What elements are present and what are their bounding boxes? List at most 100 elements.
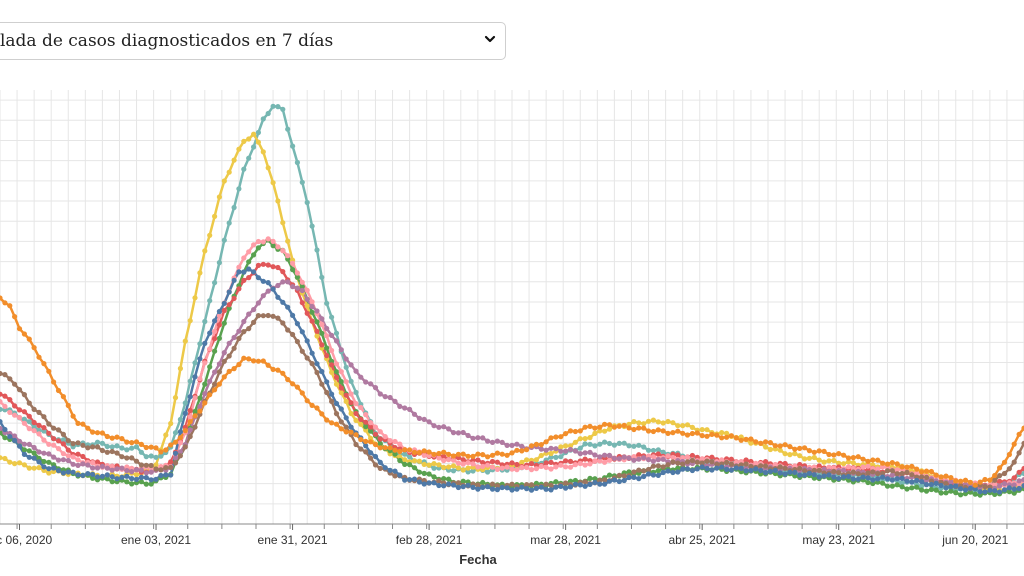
data-point[interactable] [46, 466, 52, 472]
data-point[interactable] [31, 444, 37, 451]
data-point[interactable] [124, 468, 130, 474]
data-point[interactable] [953, 483, 959, 489]
data-point[interactable] [709, 467, 715, 473]
data-point[interactable] [524, 447, 530, 453]
data-point[interactable] [372, 385, 379, 391]
data-point[interactable] [582, 483, 588, 489]
data-point[interactable] [202, 318, 208, 325]
data-point[interactable] [153, 476, 159, 482]
data-point[interactable] [94, 465, 101, 471]
data-point[interactable] [875, 476, 881, 482]
data-point[interactable] [919, 479, 925, 485]
data-point[interactable] [285, 279, 291, 285]
data-point[interactable] [109, 463, 115, 469]
data-point[interactable] [207, 346, 213, 352]
data-point[interactable] [402, 447, 408, 453]
data-point[interactable] [226, 368, 232, 374]
data-point[interactable] [16, 407, 23, 413]
data-point[interactable] [645, 471, 652, 477]
data-point[interactable] [246, 326, 252, 332]
data-point[interactable] [831, 474, 837, 480]
data-point[interactable] [231, 345, 237, 351]
data-point[interactable] [797, 445, 803, 451]
data-point[interactable] [133, 439, 140, 445]
data-point[interactable] [611, 455, 618, 461]
data-point[interactable] [314, 361, 320, 367]
data-point[interactable] [299, 284, 305, 290]
data-point[interactable] [626, 474, 632, 481]
data-point[interactable] [177, 416, 183, 423]
data-point[interactable] [7, 397, 13, 403]
data-point[interactable] [889, 468, 895, 474]
data-point[interactable] [304, 398, 310, 404]
data-point[interactable] [265, 110, 271, 117]
data-point[interactable] [797, 465, 803, 471]
data-point[interactable] [299, 287, 305, 294]
data-point[interactable] [1001, 459, 1008, 465]
data-point[interactable] [168, 464, 174, 470]
data-point[interactable] [567, 484, 574, 490]
data-point[interactable] [246, 356, 252, 362]
data-point[interactable] [816, 474, 822, 480]
data-point[interactable] [655, 419, 661, 425]
data-point[interactable] [172, 439, 179, 445]
data-point[interactable] [509, 460, 515, 466]
data-point[interactable] [602, 452, 608, 458]
data-point[interactable] [558, 434, 564, 440]
data-point[interactable] [1021, 425, 1024, 431]
data-point[interactable] [470, 484, 476, 490]
data-point[interactable] [12, 461, 18, 467]
data-point[interactable] [275, 244, 281, 250]
data-point[interactable] [914, 484, 920, 490]
data-point[interactable] [255, 238, 261, 245]
data-point[interactable] [972, 491, 978, 497]
data-point[interactable] [533, 441, 540, 447]
data-point[interactable] [982, 489, 988, 495]
data-point[interactable] [919, 469, 925, 475]
data-point[interactable] [587, 441, 593, 447]
data-point[interactable] [109, 435, 115, 441]
data-point[interactable] [348, 410, 354, 417]
data-point[interactable] [124, 464, 130, 470]
data-point[interactable] [2, 300, 8, 306]
data-point[interactable] [343, 398, 349, 404]
data-point[interactable] [431, 474, 437, 480]
data-point[interactable] [26, 400, 32, 406]
data-point[interactable] [109, 479, 115, 485]
data-point[interactable] [182, 410, 188, 416]
data-point[interactable] [655, 463, 661, 469]
data-point[interactable] [548, 450, 554, 457]
data-point[interactable] [465, 460, 471, 466]
data-point[interactable] [494, 450, 500, 456]
data-point[interactable] [577, 451, 583, 457]
data-point[interactable] [460, 467, 466, 473]
data-point[interactable] [553, 479, 559, 485]
data-point[interactable] [992, 477, 998, 483]
data-point[interactable] [431, 480, 437, 486]
data-point[interactable] [509, 481, 515, 487]
data-point[interactable] [241, 355, 247, 361]
data-point[interactable] [104, 472, 110, 478]
data-point[interactable] [377, 429, 383, 435]
data-point[interactable] [104, 449, 110, 455]
data-point[interactable] [338, 419, 344, 425]
data-point[interactable] [382, 434, 388, 440]
data-point[interactable] [90, 460, 96, 466]
data-point[interactable] [582, 436, 588, 442]
data-point[interactable] [841, 474, 847, 480]
data-point[interactable] [226, 340, 232, 346]
data-point[interactable] [21, 462, 27, 468]
data-point[interactable] [641, 455, 647, 461]
data-point[interactable] [333, 374, 340, 380]
data-point[interactable] [724, 434, 730, 440]
data-point[interactable] [616, 456, 622, 462]
data-point[interactable] [519, 448, 525, 454]
data-point[interactable] [7, 434, 13, 440]
data-point[interactable] [36, 431, 42, 437]
data-point[interactable] [621, 473, 627, 479]
data-point[interactable] [221, 374, 227, 380]
data-point[interactable] [689, 457, 696, 464]
data-point[interactable] [606, 472, 613, 478]
data-point[interactable] [899, 470, 905, 477]
data-point[interactable] [309, 299, 315, 305]
